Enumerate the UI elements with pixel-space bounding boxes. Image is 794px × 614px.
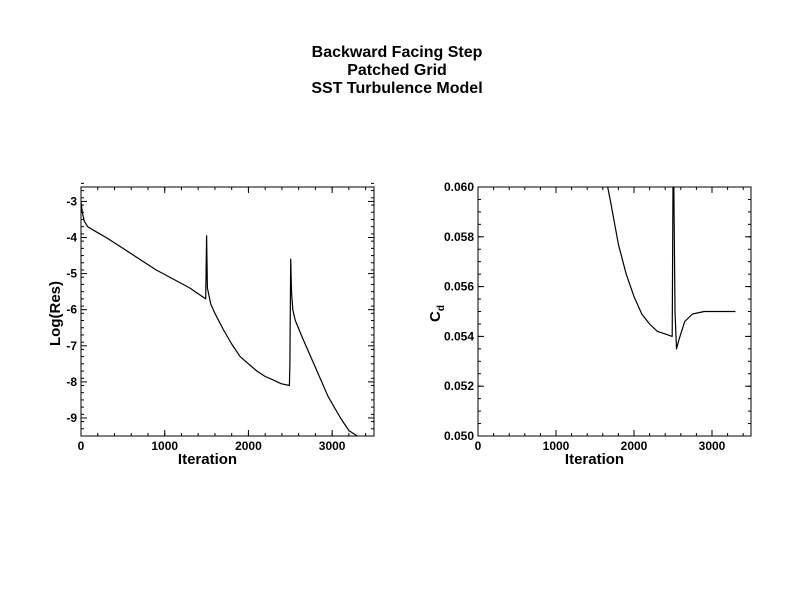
x-tick-label: 0: [475, 439, 482, 453]
figure-title: Backward Facing Step Patched Grid SST Tu…: [0, 44, 794, 98]
x-axis-label: Iteration: [565, 451, 624, 468]
x-tick-label: 3000: [699, 439, 726, 453]
y-axis-label-subscript: d: [436, 305, 447, 311]
y-tick-label: -8: [66, 375, 77, 389]
x-tick-label: 3000: [319, 439, 346, 453]
y-tick-label: -3: [66, 194, 77, 208]
y-tick-label: 0.050: [444, 429, 474, 443]
y-tick-label: 0.060: [444, 180, 474, 194]
y-tick-label: 0.056: [444, 280, 474, 294]
x-tick-label: 2000: [621, 439, 648, 453]
y-tick-label: 0.054: [444, 329, 474, 343]
y-tick-label: -5: [66, 267, 77, 281]
drag-coefficient-chart: 0 1000 2000 3000 0.050 0.052 0.054 0.056 0.058 0.…: [427, 180, 752, 468]
y-axis-label: Log(Res): [47, 281, 64, 346]
y-axis-label: Cd: [427, 305, 447, 322]
plot-frame: [80, 186, 375, 437]
y-tick-label: -7: [66, 339, 77, 353]
x-tick-label: 1000: [151, 439, 178, 453]
title-line-3: SST Turbulence Model: [311, 80, 483, 97]
x-tick-label: 2000: [235, 439, 262, 453]
y-tick-label: -9: [66, 411, 77, 425]
x-tick-label: 0: [78, 439, 85, 453]
x-axis-label: Iteration: [178, 451, 237, 468]
y-tick-label: -6: [66, 303, 77, 317]
series-line: [81, 201, 358, 436]
x-tick-label: 1000: [543, 439, 570, 453]
y-tick-label: 0.052: [444, 379, 474, 393]
y-tick-label: 0.058: [444, 230, 474, 244]
title-line-2: Patched Grid: [347, 62, 447, 79]
y-tick-label: -4: [66, 231, 77, 245]
series-line: [607, 187, 736, 350]
title-line-1: Backward Facing Step: [311, 44, 483, 61]
residual-chart: 0 1000 2000 3000 -9 -8 -7 -6 -5 -4 -3 Iteration Log(…: [47, 182, 375, 468]
